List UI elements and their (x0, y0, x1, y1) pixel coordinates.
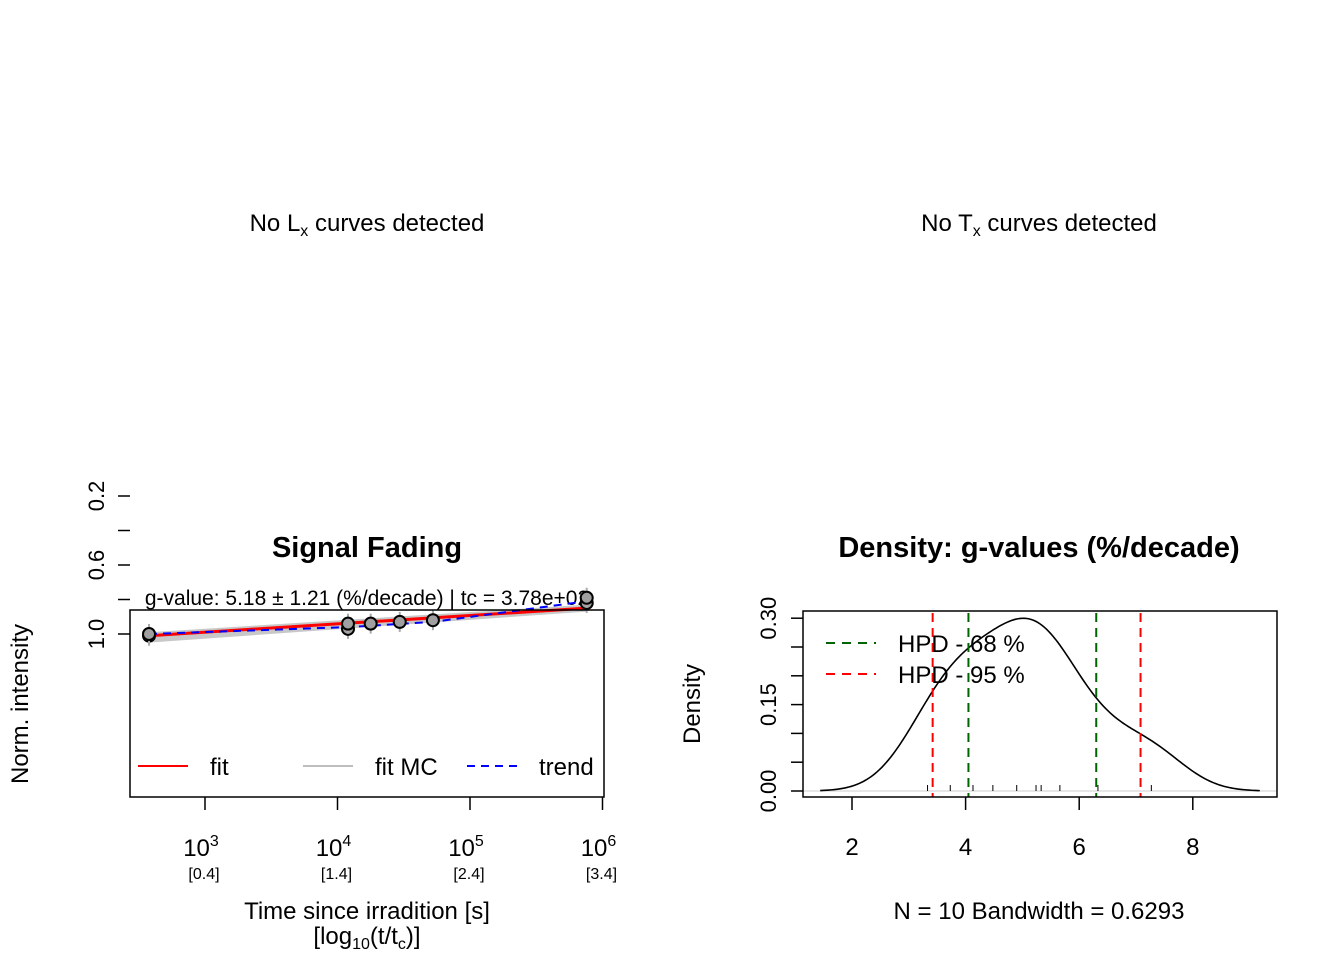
y-tick-label: 0.15 (756, 683, 781, 726)
y-tick-label: 0.00 (756, 770, 781, 813)
legend-label: trend (539, 754, 594, 781)
density-chart: Density: g-values (%/decade) Density N =… (679, 532, 1278, 925)
y-axis-label: Density (679, 664, 706, 744)
data-point (579, 590, 594, 605)
x-axis-label-log: [log10(t/tc)] (313, 923, 420, 953)
data-point (425, 613, 440, 628)
y-tick-label: 0.6 (84, 550, 109, 581)
y-axis-label: Norm. intensity (7, 624, 34, 784)
y-tick-label: 1.0 (84, 619, 109, 650)
plot-frame (802, 610, 1278, 798)
data-point (142, 627, 157, 641)
data-point (340, 616, 355, 631)
legend-label: HPD - 68 % (898, 631, 1025, 658)
x-tick-label: 4 (959, 834, 972, 861)
data-point (392, 614, 407, 629)
x-tick-sublabel: [0.4] (188, 866, 219, 883)
y-tick-label: 0.30 (756, 597, 781, 640)
trend-line (148, 600, 587, 635)
legend-label: fit (210, 754, 229, 781)
x-tick-sublabel: [1.4] (321, 866, 352, 883)
legend-label: HPD - 95 % (898, 662, 1025, 689)
x-tick-label: 105 (448, 833, 484, 862)
x-tick-label: 6 (1073, 834, 1086, 861)
x-tick-label: 103 (183, 833, 219, 862)
data-point (363, 616, 378, 631)
chart-subtitle: g-value: 5.18 ± 1.21 (%/decade) | tc = 3… (145, 587, 589, 610)
legend-label: fit MC (375, 754, 438, 781)
signal-fading-chart: Signal Fading g-value: 5.18 ± 1.21 (%/de… (7, 481, 617, 953)
lx-message: No Lx curves detected (250, 210, 485, 240)
x-tick-sublabel: [3.4] (586, 866, 617, 883)
x-tick-label: 106 (581, 833, 617, 862)
y-tick-label: 0.2 (84, 481, 109, 512)
chart-title: Signal Fading (272, 532, 462, 564)
tx-message: No Tx curves detected (921, 210, 1157, 240)
x-tick-label: 2 (845, 834, 858, 861)
x-axis-label: N = 10 Bandwidth = 0.6293 (894, 898, 1185, 925)
x-tick-sublabel: [2.4] (453, 866, 484, 883)
plot-frame (129, 609, 605, 798)
density-curve (820, 617, 1260, 792)
x-tick-label: 8 (1186, 834, 1199, 861)
x-tick-label: 104 (316, 833, 352, 862)
chart-title: Density: g-values (%/decade) (838, 532, 1239, 564)
x-axis-label: Time since irradition [s] (244, 898, 490, 925)
